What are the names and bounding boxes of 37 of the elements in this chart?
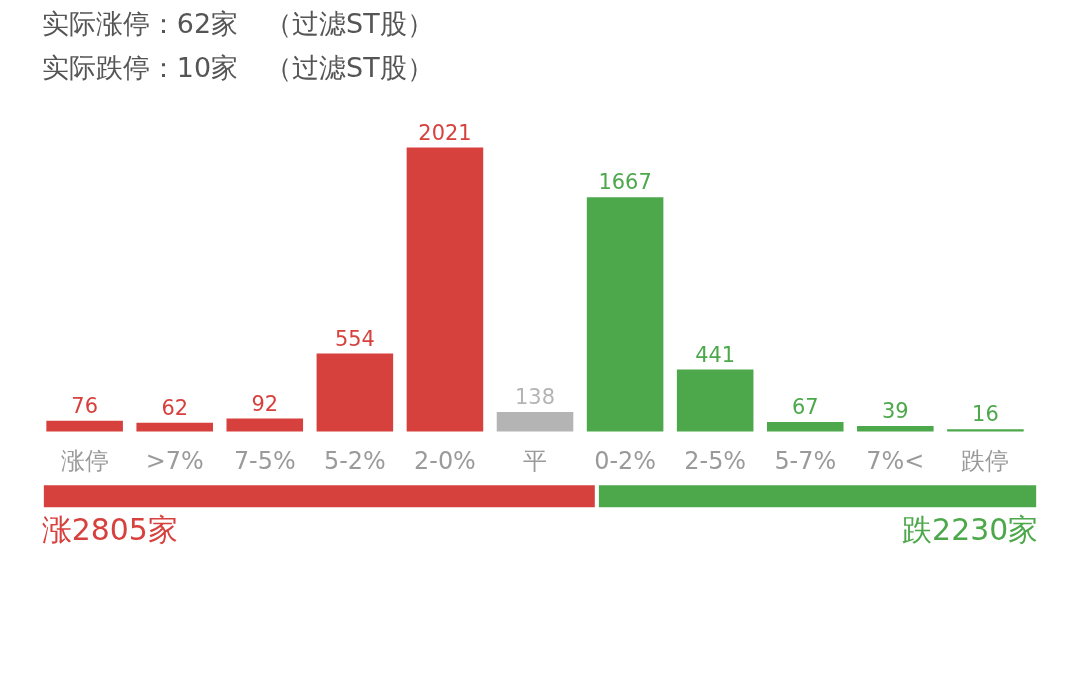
x-tick-label: 跌停 [961,446,1010,475]
text: 实际跌停：10家 （过滤ST股） [41,51,434,83]
x-tick-label: 5-2% [323,446,386,475]
data-label: 2021 [418,120,472,145]
bar [226,418,304,432]
x-tick-label: 2-5% [684,446,747,475]
x-tick-label: 7-5% [233,446,296,475]
data-label: 62 [161,395,189,420]
data-label: 跌2230家 [902,512,1039,548]
data-label: 138 [515,385,555,410]
data-label: 76 [71,393,98,418]
x-tick-label: 0-2% [594,446,656,475]
data-label: 涨2805家 [41,512,178,548]
text: 实际涨停：62家 （过滤ST股） [41,7,434,39]
data-label: 16 [972,402,999,427]
bar [586,197,664,432]
bar [136,422,213,432]
x-tick-label: 平 [523,446,548,475]
bar [947,429,1024,432]
data-label: 554 [334,326,375,351]
bar [857,425,934,432]
x-tick-label: 7%< [866,446,925,475]
data-label: 39 [882,398,909,423]
x-tick-label: 涨停 [60,446,109,475]
bar [46,420,123,432]
data-label: 1667 [598,170,652,195]
data-label: 92 [251,391,279,416]
x-tick-label: 2-0% [414,446,476,475]
bar [406,147,484,432]
data-label: 441 [695,342,736,367]
bar [496,412,574,432]
bar [766,422,844,432]
x-tick-label: >7% [145,446,204,475]
bar [316,353,394,432]
bar [676,369,754,432]
x-tick-label: 5-7% [774,446,837,475]
data-label: 67 [791,395,819,420]
